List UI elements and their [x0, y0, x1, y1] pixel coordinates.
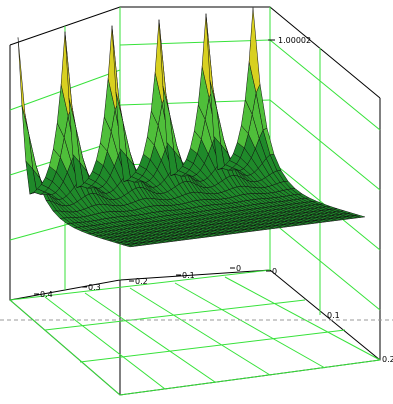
x-tick-label: 0.4: [40, 290, 53, 299]
x-tick-label: 0.2: [135, 277, 148, 286]
surface-patch: [248, 7, 261, 94]
y-tick-label: 0.2: [382, 355, 393, 364]
x-tick-label: 0: [272, 267, 277, 276]
x-tick-label: 0.3: [88, 283, 101, 292]
z-tick-label: 1.00002: [278, 36, 311, 45]
surface: [17, 7, 366, 248]
y-tick-label: 0.1: [327, 311, 340, 320]
surface-patch: [21, 105, 34, 170]
x-tick-label: 0.1: [182, 271, 195, 280]
x-tick-label: 0: [236, 264, 241, 273]
tick-labels: 0.4 0.3 0.2 0.1 0 0 0.1 0.2 1.00002: [34, 36, 393, 364]
